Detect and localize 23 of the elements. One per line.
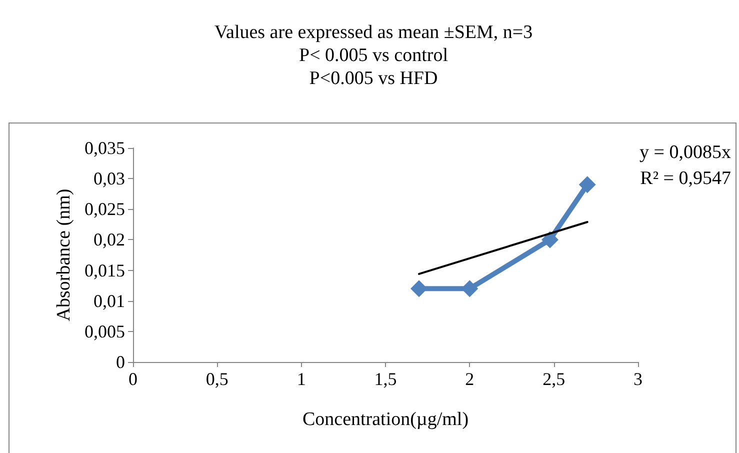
chart-title: Values are expressed as mean ±SEM, n=3 P< 0.005 vs control P<0.005 vs HFD [214,22,533,89]
y-axis-title: Absorbance (nm) [54,188,75,322]
point [410,280,428,298]
x-tick-label: 1 [296,369,306,389]
x-tick-label: 3 [634,369,642,389]
y-tick-label: 0,02 [94,230,125,250]
x-tick-label: 1,5 [374,369,397,389]
y-tick-label: 0,03 [94,168,125,189]
x-tick-label: 0 [128,369,138,389]
x-tick-label: 2,5 [542,369,566,389]
y-tick-label: 0 [116,352,125,372]
text: y = 0,0085x [640,142,732,163]
y-tick-label: 0,015 [84,260,125,280]
y-tick-label: 0,025 [84,199,125,220]
text: R² = 0,9547 [640,168,732,189]
y-tick-label: 0,035 [84,138,125,158]
y-tick-label: 0,005 [84,321,125,342]
x-tick-label: 0,5 [206,369,228,389]
x-tick-label: 2 [465,369,474,389]
point [578,176,596,194]
point [541,231,558,248]
x-axis-title: Concentration(µg/ml) [302,409,469,430]
y-tick-label: 0,01 [94,290,125,311]
